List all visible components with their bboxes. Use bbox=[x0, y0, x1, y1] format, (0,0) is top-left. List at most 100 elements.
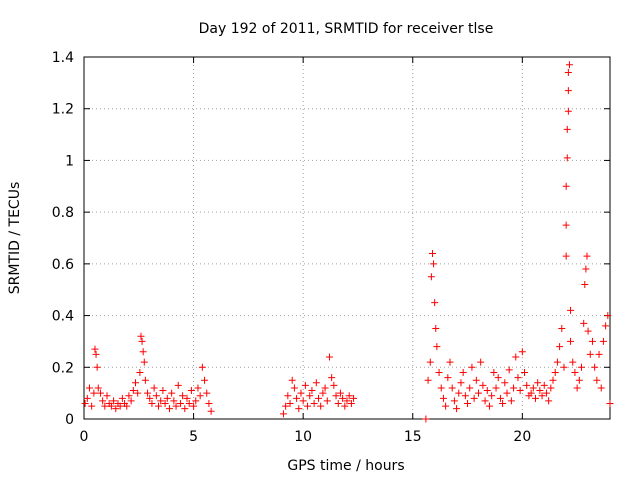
data-point bbox=[341, 402, 349, 410]
data-point bbox=[129, 387, 137, 395]
data-point bbox=[457, 379, 465, 387]
y-tick-label: 0.8 bbox=[52, 205, 74, 221]
data-point bbox=[602, 322, 610, 330]
data-point bbox=[505, 366, 513, 374]
data-point bbox=[503, 389, 511, 397]
y-tick-label: 0.4 bbox=[52, 309, 74, 325]
data-point bbox=[192, 397, 200, 405]
data-point bbox=[494, 374, 502, 382]
data-point bbox=[439, 394, 447, 402]
data-point bbox=[321, 384, 329, 392]
data-point bbox=[282, 402, 290, 410]
data-point bbox=[562, 182, 570, 190]
data-point bbox=[83, 394, 91, 402]
data-point bbox=[545, 397, 553, 405]
data-point bbox=[141, 376, 149, 384]
data-point bbox=[581, 281, 589, 289]
data-point bbox=[94, 384, 102, 392]
data-point bbox=[101, 402, 109, 410]
data-point bbox=[583, 252, 591, 260]
data-point bbox=[563, 154, 571, 162]
y-tick-label: 0 bbox=[65, 412, 74, 428]
data-point bbox=[564, 69, 572, 77]
data-point bbox=[350, 394, 358, 402]
data-point bbox=[428, 250, 436, 258]
data-point bbox=[529, 384, 537, 392]
data-point bbox=[345, 392, 353, 400]
data-point bbox=[207, 407, 215, 415]
data-point bbox=[490, 368, 498, 376]
grid-lines bbox=[84, 57, 610, 419]
data-point bbox=[319, 389, 327, 397]
data-point bbox=[437, 384, 445, 392]
data-point bbox=[444, 374, 452, 382]
data-point bbox=[466, 384, 474, 392]
data-point bbox=[134, 389, 142, 397]
data-point bbox=[317, 402, 325, 410]
data-point bbox=[551, 368, 559, 376]
data-point bbox=[472, 376, 480, 384]
data-point bbox=[96, 389, 104, 397]
data-point bbox=[597, 384, 605, 392]
data-point bbox=[496, 394, 504, 402]
data-point bbox=[308, 387, 316, 395]
data-point bbox=[136, 368, 144, 376]
data-point bbox=[174, 381, 182, 389]
data-point bbox=[540, 381, 548, 389]
data-point bbox=[148, 399, 156, 407]
data-point bbox=[103, 392, 111, 400]
y-axis-label: SRMTID / TECUs bbox=[7, 182, 23, 295]
data-point bbox=[448, 384, 456, 392]
data-point bbox=[127, 397, 135, 405]
data-point bbox=[332, 392, 340, 400]
data-point bbox=[455, 389, 463, 397]
data-point bbox=[88, 402, 96, 410]
data-point bbox=[85, 384, 93, 392]
data-point bbox=[549, 376, 557, 384]
data-point bbox=[336, 389, 344, 397]
data-point bbox=[168, 389, 176, 397]
data-point bbox=[464, 399, 472, 407]
data-point bbox=[299, 397, 307, 405]
data-point bbox=[556, 343, 564, 351]
data-point bbox=[155, 402, 163, 410]
data-point bbox=[547, 384, 555, 392]
data-point bbox=[536, 387, 544, 395]
data-point bbox=[521, 368, 529, 376]
data-point bbox=[179, 392, 187, 400]
data-points bbox=[81, 61, 614, 423]
data-point bbox=[426, 358, 434, 366]
x-tick-label: 5 bbox=[189, 429, 198, 445]
data-point bbox=[139, 348, 147, 356]
data-point bbox=[198, 363, 206, 371]
data-point bbox=[516, 387, 524, 395]
data-point bbox=[563, 125, 571, 133]
data-point bbox=[205, 399, 213, 407]
data-point bbox=[453, 405, 461, 413]
data-point bbox=[107, 402, 115, 410]
data-point bbox=[578, 363, 586, 371]
data-point bbox=[288, 376, 296, 384]
data-point bbox=[325, 353, 333, 361]
data-point bbox=[190, 402, 198, 410]
data-point bbox=[286, 399, 294, 407]
data-point bbox=[606, 399, 614, 407]
data-point bbox=[553, 358, 561, 366]
data-point bbox=[531, 394, 539, 402]
data-point bbox=[293, 394, 301, 402]
data-point bbox=[435, 368, 443, 376]
data-point bbox=[315, 394, 323, 402]
data-point bbox=[81, 399, 89, 407]
data-point bbox=[328, 374, 336, 382]
data-point bbox=[599, 337, 607, 345]
y-tick-label: 1.2 bbox=[52, 102, 74, 118]
data-point bbox=[339, 394, 347, 402]
data-point bbox=[595, 350, 603, 358]
data-point bbox=[91, 345, 99, 353]
data-point bbox=[468, 363, 476, 371]
data-point bbox=[170, 397, 178, 405]
data-point bbox=[138, 337, 146, 345]
data-point bbox=[542, 389, 550, 397]
data-point bbox=[93, 363, 101, 371]
